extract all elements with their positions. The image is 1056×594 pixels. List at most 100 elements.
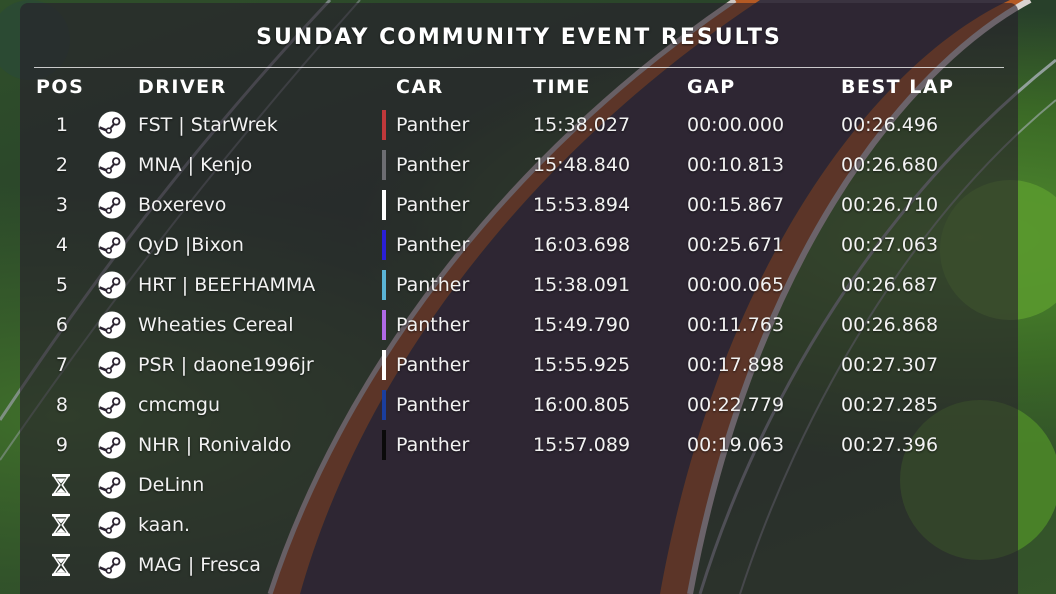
- car-name: Panther: [396, 394, 470, 416]
- driver-name: kaan.: [138, 514, 191, 536]
- column-header-time: TIME: [533, 76, 591, 98]
- unfinished-row: DeLinn: [20, 465, 1018, 505]
- position-number: 1: [55, 114, 68, 136]
- total-time: 15:48.840: [533, 154, 631, 176]
- driver-name: DeLinn: [138, 474, 205, 496]
- car-name: Panther: [396, 314, 470, 336]
- best-lap-time: 00:26.496: [841, 114, 939, 136]
- driver-name: Boxerevo: [138, 194, 227, 216]
- steam-icon: [98, 391, 126, 419]
- column-header-gap: GAP: [687, 76, 736, 98]
- best-lap-time: 00:27.063: [841, 234, 939, 256]
- best-lap-time: 00:27.396: [841, 434, 939, 456]
- driver-name: MNA | Kenjo: [138, 154, 253, 176]
- gap-time: 00:17.898: [687, 354, 785, 376]
- position-number: 6: [55, 314, 68, 336]
- total-time: 16:03.698: [533, 234, 631, 256]
- car-name: Panther: [396, 194, 470, 216]
- result-row: 5 HRT | BEEFHAMMA Panther 15:38.091 00:00.06…: [20, 265, 1018, 305]
- position-number: 2: [55, 154, 68, 176]
- gap-time: 00:00.065: [687, 274, 785, 296]
- position-number: 4: [55, 234, 68, 256]
- result-row: 4 QyD |Bixon Panther 16:03.698 00:25.671 00:2…: [20, 225, 1018, 265]
- steam-icon: [98, 551, 126, 579]
- gap-time: 00:15.867: [687, 194, 785, 216]
- car-name: Panther: [396, 154, 470, 176]
- results-panel: SUNDAY COMMUNITY EVENT RESULTS POS DRIVE…: [20, 3, 1018, 594]
- result-row: 8 cmcmgu Panther 16:00.805 00:22.779 00:27.28…: [20, 385, 1018, 425]
- gap-time: 00:00.000: [687, 114, 785, 136]
- gap-time: 00:22.779: [687, 394, 785, 416]
- gap-time: 00:19.063: [687, 434, 785, 456]
- steam-icon: [98, 511, 126, 539]
- steam-icon: [98, 271, 126, 299]
- total-time: 15:49.790: [533, 314, 631, 336]
- steam-icon: [98, 191, 126, 219]
- best-lap-time: 00:26.710: [841, 194, 939, 216]
- car-color-bar: [382, 430, 386, 460]
- driver-name: HRT | BEEFHAMMA: [138, 274, 316, 296]
- steam-icon: [98, 311, 126, 339]
- gap-time: 00:10.813: [687, 154, 785, 176]
- position-number: 3: [55, 194, 68, 216]
- car-color-bar: [382, 110, 386, 140]
- best-lap-time: 00:27.307: [841, 354, 939, 376]
- header-divider: [34, 67, 1004, 68]
- car-name: Panther: [396, 434, 470, 456]
- total-time: 16:00.805: [533, 394, 631, 416]
- best-lap-time: 00:26.680: [841, 154, 939, 176]
- gap-time: 00:25.671: [687, 234, 785, 256]
- column-header-car: CAR: [396, 76, 444, 98]
- car-name: Panther: [396, 234, 470, 256]
- hourglass-icon: [50, 473, 72, 497]
- page-title: SUNDAY COMMUNITY EVENT RESULTS: [256, 25, 782, 50]
- gap-time: 00:11.763: [687, 314, 785, 336]
- car-color-bar: [382, 350, 386, 380]
- driver-name: FST | StarWrek: [138, 114, 278, 136]
- best-lap-time: 00:26.868: [841, 314, 939, 336]
- steam-icon: [98, 111, 126, 139]
- result-row: 9 NHR | Ronivaldo Panther 15:57.089 00:19.06…: [20, 425, 1018, 465]
- result-row: 6 Wheaties Cereal Panther 15:49.790 00:11.76…: [20, 305, 1018, 345]
- car-name: Panther: [396, 274, 470, 296]
- car-name: Panther: [396, 114, 470, 136]
- steam-icon: [98, 231, 126, 259]
- total-time: 15:53.894: [533, 194, 631, 216]
- steam-icon: [98, 431, 126, 459]
- best-lap-time: 00:26.687: [841, 274, 939, 296]
- car-color-bar: [382, 390, 386, 420]
- hourglass-icon: [50, 513, 72, 537]
- car-color-bar: [382, 230, 386, 260]
- result-row: 3 Boxerevo Panther 15:53.894 00:15.867 00:26.…: [20, 185, 1018, 225]
- steam-icon: [98, 471, 126, 499]
- column-header-driver: DRIVER: [138, 76, 227, 98]
- total-time: 15:55.925: [533, 354, 631, 376]
- total-time: 15:38.027: [533, 114, 631, 136]
- position-number: 9: [55, 434, 68, 456]
- total-time: 15:57.089: [533, 434, 631, 456]
- driver-name: Wheaties Cereal: [138, 314, 294, 336]
- car-name: Panther: [396, 354, 470, 376]
- column-header-pos: POS: [36, 76, 85, 98]
- steam-icon: [98, 151, 126, 179]
- driver-name: NHR | Ronivaldo: [138, 434, 292, 456]
- best-lap-time: 00:27.285: [841, 394, 939, 416]
- unfinished-row: kaan.: [20, 505, 1018, 545]
- steam-icon: [98, 351, 126, 379]
- result-row: 1 FST | StarWrek Panther 15:38.027 00:00.000…: [20, 105, 1018, 145]
- driver-name: cmcmgu: [138, 394, 221, 416]
- column-header-best-lap: BEST LAP: [841, 76, 955, 98]
- car-color-bar: [382, 150, 386, 180]
- position-number: 5: [55, 274, 68, 296]
- hourglass-icon: [50, 553, 72, 577]
- driver-name: PSR | daone1996jr: [138, 354, 314, 376]
- position-number: 7: [55, 354, 68, 376]
- unfinished-row: MAG | Fresca: [20, 545, 1018, 585]
- total-time: 15:38.091: [533, 274, 631, 296]
- driver-name: MAG | Fresca: [138, 554, 261, 576]
- car-color-bar: [382, 270, 386, 300]
- result-row: 7 PSR | daone1996jr Panther 15:55.925 00:17.…: [20, 345, 1018, 385]
- car-color-bar: [382, 310, 386, 340]
- result-row: 2 MNA | Kenjo Panther 15:48.840 00:10.813 00:…: [20, 145, 1018, 185]
- driver-name: QyD |Bixon: [138, 234, 244, 256]
